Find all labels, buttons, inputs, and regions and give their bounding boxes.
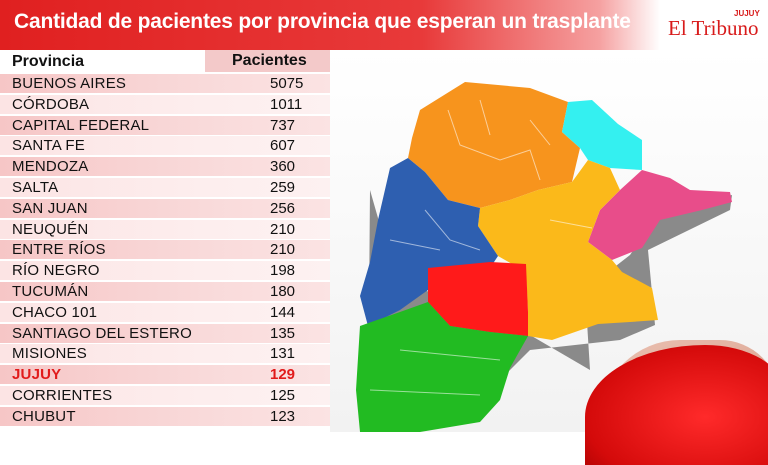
province-cell: SANTA FE (12, 137, 86, 155)
patients-cell: 360 (270, 158, 296, 176)
region-pink (588, 170, 732, 260)
province-cell: CHUBUT (12, 407, 76, 425)
header-band (205, 50, 330, 72)
column-header-patients: Pacientes (232, 52, 307, 69)
table-row: CHUBUT 123 (0, 406, 330, 426)
patients-cell: 210 (270, 241, 296, 259)
province-cell: SANTIAGO DEL ESTERO (12, 324, 192, 342)
patients-cell: 607 (270, 137, 296, 155)
patients-cell: 123 (270, 407, 296, 425)
table-row: CAPITAL FEDERAL 737 (0, 115, 330, 135)
table-row: SALTA 259 (0, 177, 330, 197)
patients-cell: 210 (270, 220, 296, 238)
table-row: CHACO 101 144 (0, 302, 330, 322)
province-cell: CHACO 101 (12, 303, 98, 321)
table-row: CÓRDOBA 1011 (0, 94, 330, 114)
table-row: TUCUMÁN 180 (0, 281, 330, 301)
region-yellow (478, 160, 658, 340)
patients-cell: 129 (270, 366, 296, 384)
province-cell: NEUQUÉN (12, 220, 89, 238)
patients-cell: 737 (270, 116, 296, 134)
province-cell: MENDOZA (12, 158, 89, 176)
province-cell: CÓRDOBA (12, 95, 90, 113)
province-cell: CAPITAL FEDERAL (12, 116, 150, 134)
region-cyan (562, 100, 642, 170)
patients-cell: 198 (270, 262, 296, 280)
region-red (428, 262, 528, 336)
table-header: Provincia Pacientes (0, 50, 330, 72)
table-row: ENTRE RÍOS 210 (0, 240, 330, 260)
table-row: MENDOZA 360 (0, 157, 330, 177)
patients-cell: 135 (270, 324, 296, 342)
province-cell: CORRIENTES (12, 386, 113, 404)
province-cell: SAN JUAN (12, 199, 88, 217)
table-row: SANTA FE 607 (0, 136, 330, 156)
column-header-province: Provincia (12, 53, 85, 70)
patients-cell: 144 (270, 303, 296, 321)
region-blue (360, 158, 498, 326)
table-row: CORRIENTES 125 (0, 385, 330, 405)
province-cell: ENTRE RÍOS (12, 241, 106, 259)
province-cell: BUENOS AIRES (12, 75, 127, 92)
map-illustration (330, 50, 768, 432)
table-row: MISIONES 131 (0, 344, 330, 364)
table-row-highlighted: JUJUY 129 (0, 365, 330, 385)
province-cell: SALTA (12, 178, 59, 196)
province-cell: JUJUY (12, 366, 62, 384)
table-row: SAN JUAN 256 (0, 198, 330, 218)
table-row: SANTIAGO DEL ESTERO 135 (0, 323, 330, 343)
table-row: RÍO NEGRO 198 (0, 261, 330, 281)
patients-cell: 256 (270, 199, 296, 217)
table-rows: BUENOS AIRES 5075 CÓRDOBA 1011 CAPITAL FED… (0, 74, 330, 428)
logo-text: El Tribuno (668, 16, 759, 40)
logo-subtext: JUJUY (734, 9, 760, 18)
table-row: BUENOS AIRES 5075 (0, 74, 330, 93)
argentina-map (330, 50, 768, 432)
patients-cell: 1011 (270, 95, 303, 113)
page-title: Cantidad de pacientes por provincia que … (14, 10, 631, 33)
region-orange (408, 82, 580, 208)
header-banner: Cantidad de pacientes por provincia que … (0, 0, 768, 50)
patients-cell: 180 (270, 282, 296, 300)
newspaper-logo: JUJUY El Tribuno (668, 8, 764, 44)
patients-cell: 259 (270, 178, 296, 196)
patients-cell: 131 (270, 345, 296, 363)
province-cell: TUCUMÁN (12, 282, 89, 300)
patients-cell: 125 (270, 386, 296, 404)
patients-table: Provincia Pacientes BUENOS AIRES 5075 CÓR… (0, 50, 338, 432)
table-row: NEUQUÉN 210 (0, 219, 330, 239)
region-green (356, 302, 528, 432)
patients-cell: 5075 (270, 75, 304, 92)
province-cell: MISIONES (12, 345, 87, 363)
province-cell: RÍO NEGRO (12, 262, 100, 280)
